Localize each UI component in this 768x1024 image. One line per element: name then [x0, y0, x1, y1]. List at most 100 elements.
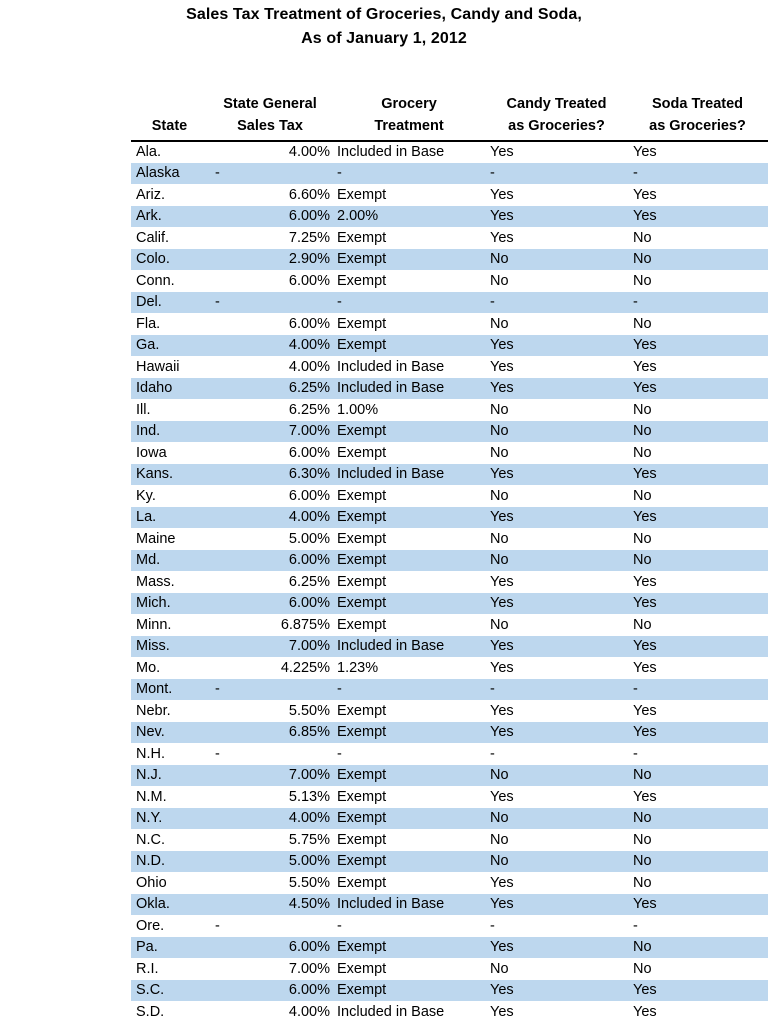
cell-grocery: Exempt — [337, 831, 387, 848]
cell-candy: Yes — [490, 229, 514, 246]
cell-state: N.H. — [136, 745, 165, 762]
cell-grocery: Exempt — [337, 315, 387, 332]
cell-soda: No — [633, 530, 652, 547]
cell-state: Hawaii — [136, 358, 180, 375]
cell-tax: - — [215, 745, 220, 762]
cell-grocery: Exempt — [337, 272, 387, 289]
cell-state: Md. — [136, 552, 161, 569]
cell-candy: Yes — [490, 466, 514, 483]
page-title: Sales Tax Treatment of Groceries, Candy … — [0, 3, 768, 51]
table-row: Ill. 6.25% 1.00% No No — [131, 399, 768, 421]
cell-soda: Yes — [633, 144, 657, 161]
cell-tax: 4.225% — [280, 659, 330, 676]
cell-tax: 7.00% — [288, 767, 330, 784]
table-row: Ala. 4.00% Included in Base Yes Yes — [131, 141, 768, 163]
cell-grocery: 2.00% — [337, 208, 379, 225]
cell-soda: Yes — [633, 638, 657, 655]
cell-grocery: - — [337, 294, 342, 311]
cell-tax: 6.875% — [280, 616, 330, 633]
table-row: Mich. 6.00% Exempt Yes Yes — [131, 592, 768, 614]
cell-state: Iowa — [136, 444, 167, 461]
cell-grocery: Exempt — [337, 595, 387, 612]
table-row: Iowa 6.00% Exempt No No — [131, 442, 768, 464]
cell-tax: 6.25% — [288, 401, 330, 418]
cell-candy: Yes — [490, 380, 514, 397]
cell-state: N.Y. — [136, 810, 163, 827]
cell-soda: No — [633, 831, 652, 848]
cell-soda: Yes — [633, 595, 657, 612]
cell-grocery: Exempt — [337, 251, 387, 268]
cell-grocery: Included in Base — [337, 896, 445, 913]
cell-candy: - — [490, 745, 495, 762]
cell-state: Minn. — [136, 616, 172, 633]
cell-tax: 6.00% — [288, 595, 330, 612]
cell-tax: 5.00% — [288, 530, 330, 547]
cell-grocery: Exempt — [337, 186, 387, 203]
table-row: Md. 6.00% Exempt No No — [131, 549, 768, 571]
cell-candy: Yes — [490, 358, 514, 375]
cell-tax: 5.50% — [288, 874, 330, 891]
cell-grocery: Included in Base — [337, 1003, 445, 1020]
table-row: R.I. 7.00% Exempt No No — [131, 958, 768, 980]
cell-state: Colo. — [136, 251, 170, 268]
cell-candy: Yes — [490, 208, 514, 225]
cell-soda: Yes — [633, 982, 657, 999]
table-row: Nebr. 5.50% Exempt Yes Yes — [131, 700, 768, 722]
cell-tax: 6.00% — [288, 552, 330, 569]
cell-tax: 7.25% — [288, 229, 330, 246]
cell-candy: Yes — [490, 144, 514, 161]
cell-state: Ohio — [136, 874, 167, 891]
cell-tax: 5.00% — [288, 853, 330, 870]
cell-tax: 5.13% — [288, 788, 330, 805]
cell-tax: - — [215, 681, 220, 698]
column-header-soda: Soda Treated as Groceries? — [627, 92, 768, 142]
cell-soda: No — [633, 552, 652, 569]
cell-soda: Yes — [633, 208, 657, 225]
cell-soda: Yes — [633, 573, 657, 590]
cell-soda: Yes — [633, 788, 657, 805]
cell-candy: No — [490, 272, 509, 289]
page-title-line1: Sales Tax Treatment of Groceries, Candy … — [186, 6, 582, 23]
cell-state: Ala. — [136, 144, 161, 161]
cell-state: N.C. — [136, 831, 165, 848]
table-row: Fla. 6.00% Exempt No No — [131, 313, 768, 335]
cell-state: N.M. — [136, 788, 167, 805]
cell-tax: 7.00% — [288, 638, 330, 655]
table-row: S.D. 4.00% Included in Base Yes Yes — [131, 1001, 768, 1023]
cell-state: S.C. — [136, 982, 165, 999]
cell-soda: - — [633, 165, 638, 182]
table-row: Mo. 4.225% 1.23% Yes Yes — [131, 657, 768, 679]
cell-tax: 4.00% — [288, 144, 330, 161]
cell-candy: No — [490, 552, 509, 569]
table-row: N.J. 7.00% Exempt No No — [131, 764, 768, 786]
cell-grocery: Exempt — [337, 960, 387, 977]
cell-candy: Yes — [490, 186, 514, 203]
cell-grocery: Exempt — [337, 229, 387, 246]
cell-candy: No — [490, 530, 509, 547]
cell-soda: Yes — [633, 896, 657, 913]
cell-soda: No — [633, 315, 652, 332]
table-row: N.H. - - - - — [131, 743, 768, 765]
table-body: Ala. 4.00% Included in Base Yes Yes Alaska - - -… — [131, 141, 768, 1023]
cell-soda: No — [633, 272, 652, 289]
cell-grocery: Exempt — [337, 788, 387, 805]
cell-state: Kans. — [136, 466, 174, 483]
cell-tax: 7.00% — [288, 423, 330, 440]
cell-soda: - — [633, 917, 638, 934]
cell-tax: - — [215, 917, 220, 934]
cell-state: Mo. — [136, 659, 161, 676]
cell-soda: - — [633, 745, 638, 762]
table-row: Hawaii 4.00% Included in Base Yes Yes — [131, 356, 768, 378]
cell-state: N.J. — [136, 767, 162, 784]
table-header: State State General Sales Tax Grocery Tr… — [131, 92, 768, 142]
cell-tax: 5.75% — [288, 831, 330, 848]
cell-grocery: Exempt — [337, 939, 387, 956]
cell-soda: Yes — [633, 702, 657, 719]
table-row: Conn. 6.00% Exempt No No — [131, 270, 768, 292]
cell-tax: - — [215, 165, 220, 182]
table-row: Maine 5.00% Exempt No No — [131, 528, 768, 550]
cell-state: N.D. — [136, 853, 165, 870]
cell-state: Alaska — [136, 165, 180, 182]
cell-candy: Yes — [490, 573, 514, 590]
cell-grocery: Exempt — [337, 573, 387, 590]
